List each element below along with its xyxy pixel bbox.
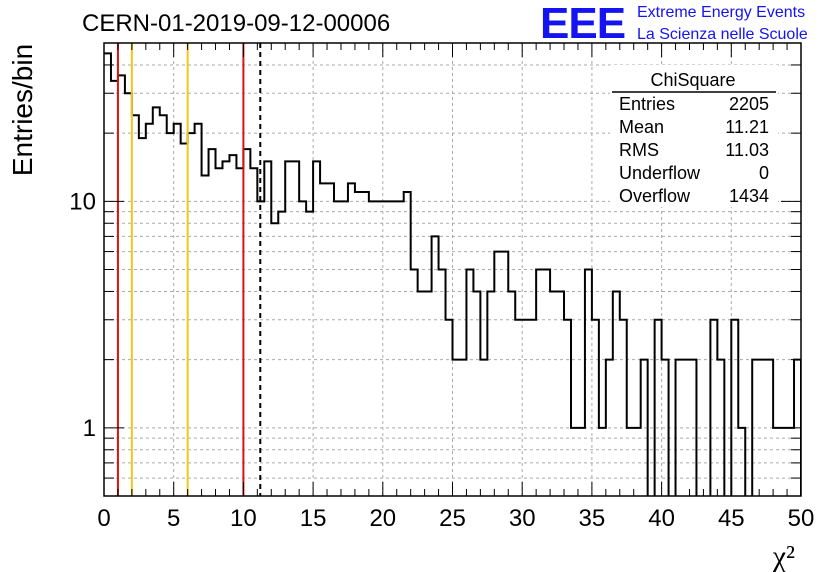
x-tick-label: 45 xyxy=(718,505,745,532)
x-tick-label: 5 xyxy=(167,505,180,532)
y-tick-label: 1 xyxy=(83,415,96,442)
stats-label: Underflow xyxy=(619,163,701,183)
x-tick-label: 25 xyxy=(439,505,466,532)
x-tick-labels: 0 5 10 15 20 25 30 35 40 45 50 xyxy=(97,505,814,532)
stats-label: RMS xyxy=(619,140,659,160)
y-tick-labels: 1 10 xyxy=(69,188,96,442)
x-tick-label: 30 xyxy=(509,505,536,532)
x-axis-label: χ² xyxy=(772,540,795,572)
stats-value: 11.03 xyxy=(725,140,769,160)
y-axis-label: Entries/bin xyxy=(7,44,38,176)
stats-value: 2205 xyxy=(729,94,769,114)
x-tick-label: 0 xyxy=(97,505,110,532)
stats-label: Mean xyxy=(619,117,664,137)
x-tick-label: 40 xyxy=(648,505,675,532)
x-tick-label: 15 xyxy=(300,505,327,532)
histogram xyxy=(104,52,801,496)
stats-label: Entries xyxy=(619,94,675,114)
stats-box: ChiSquare Entries 2205 Mean 11.21 RMS 11.03 Un… xyxy=(610,65,778,207)
x-tick-label: 35 xyxy=(579,505,606,532)
histogram-steps xyxy=(104,52,801,496)
x-tick-label: 50 xyxy=(788,505,815,532)
axis-ticks xyxy=(103,42,802,497)
x-tick-label: 10 xyxy=(230,505,257,532)
reference-lines xyxy=(116,43,262,496)
logo-line-2: La Scienza nelle Scuole xyxy=(637,26,808,43)
stats-rows: Entries 2205 Mean 11.21 RMS 11.03 Underflow 0 Ov… xyxy=(619,94,769,206)
stats-value: 0 xyxy=(759,163,769,183)
stats-box-bg xyxy=(610,65,778,207)
eee-logo-letters: EEE xyxy=(540,0,626,48)
stats-value: 1434 xyxy=(729,186,769,206)
y-tick-label: 10 xyxy=(69,188,96,215)
grid xyxy=(104,42,801,497)
logo-line-1: Extreme Energy Events xyxy=(637,4,806,21)
run-title: CERN-01-2019-09-12-00006 xyxy=(82,10,391,37)
stats-label: Overflow xyxy=(619,186,691,206)
stats-title: ChiSquare xyxy=(650,70,735,90)
x-tick-label: 20 xyxy=(369,505,396,532)
stats-value: 11.21 xyxy=(725,117,769,137)
